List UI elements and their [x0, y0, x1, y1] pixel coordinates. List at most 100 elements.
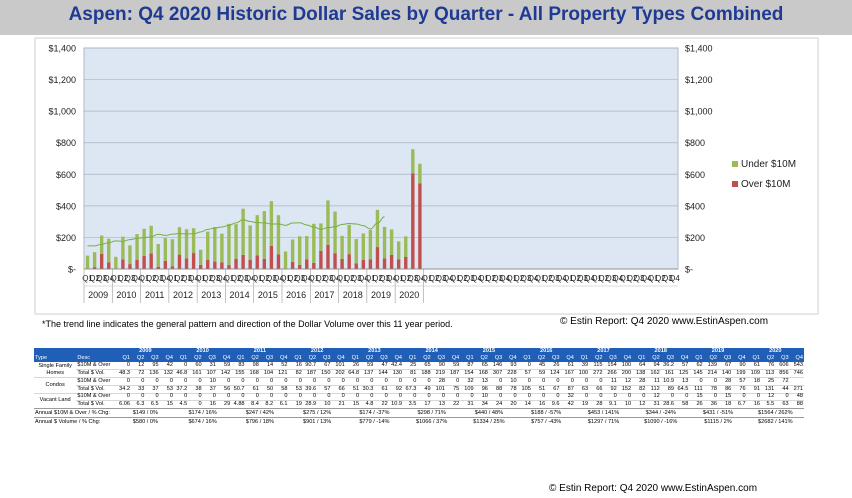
bar-under-10m: [163, 238, 168, 261]
table-value-cell: 0: [675, 393, 690, 401]
table-value-cell: 13: [431, 400, 446, 409]
x-tick-label-quarter: Q3: [436, 274, 447, 283]
bar-under-10m: [85, 255, 90, 269]
table-value-cell: 0: [746, 393, 761, 401]
table-value-cell: 29: [216, 400, 232, 409]
table-value-cell: 39: [574, 362, 590, 370]
table-value-cell: 45: [531, 362, 547, 370]
table-annual-value: $1334 / 25%: [460, 417, 518, 426]
x-tick-label-quarter: Q3: [238, 274, 249, 283]
table-value-cell: 154: [460, 369, 475, 378]
table-value-cell: 856: [775, 369, 790, 378]
table-value-cell: 16: [746, 400, 761, 409]
table-year-header: 2010: [173, 348, 232, 355]
table-value-cell: 155: [231, 369, 246, 378]
table-value-cell: 219: [431, 369, 446, 378]
table-value-cell: 13: [474, 377, 489, 386]
table-value-cell: 51: [345, 385, 361, 394]
table-value-cell: 88: [789, 400, 804, 409]
table-value-cell: 0: [589, 377, 604, 386]
table-value-cell: 28: [589, 400, 604, 409]
x-tick-label-quarter: Q1: [450, 274, 461, 283]
table-quarter-header: Q4: [445, 355, 461, 362]
x-tick-label-quarter: Q1: [506, 274, 517, 283]
table-quarter-header: Q3: [717, 355, 733, 362]
table-value-cell: 271: [789, 385, 804, 394]
table-value-cell: 67: [546, 385, 561, 394]
table-annual-label: Annual $10M & Over / % Chg:: [34, 408, 117, 418]
table-value-cell: 57: [517, 369, 532, 378]
x-tick-label-quarter: Q2: [542, 274, 553, 283]
table-value-cell: 272: [589, 369, 604, 378]
table-year-header: 2020: [746, 348, 804, 355]
table-corner: [34, 348, 77, 355]
table-value-cell: 53: [288, 385, 303, 394]
bar-under-10m: [418, 163, 422, 184]
bar-over-10m: [156, 266, 160, 269]
x-tick-label-year: 2013: [201, 290, 221, 300]
table-value-cell: 0: [188, 377, 203, 386]
table-value-cell: 25: [760, 377, 776, 386]
table-quarter-header: Q2: [703, 355, 718, 362]
bar-under-10m: [404, 236, 408, 258]
table-value-cell: 0: [202, 393, 217, 401]
legend-swatch-under: [732, 161, 738, 167]
x-tick-label-quarter: Q2: [570, 274, 581, 283]
table-value-cell: 202: [331, 369, 346, 378]
table-type-cell: Vacant Land: [34, 393, 77, 409]
x-tick-label-quarter: Q2: [485, 274, 496, 283]
credit-bottom: © Estin Report: Q4 2020 www.EstinAspen.c…: [549, 483, 758, 494]
table-value-cell: 101: [331, 362, 346, 370]
table-value-cell: 0: [546, 393, 561, 401]
bar-under-10m: [347, 224, 351, 255]
table-value-cell: 12: [632, 400, 647, 409]
bar-over-10m: [99, 254, 104, 269]
table-value-cell: 34: [474, 400, 489, 409]
x-tick-label-year: 2018: [343, 290, 363, 300]
bar-over-10m: [142, 255, 146, 269]
table-value-cell: 76: [732, 385, 747, 394]
table-value-cell: 12: [617, 377, 633, 386]
table-annual-value: $2682 / 141%: [746, 417, 804, 426]
bar-over-10m: [354, 263, 358, 269]
bar-under-10m: [135, 234, 139, 260]
x-tick-label-quarter: Q3: [464, 274, 475, 283]
table-value-cell: 96: [474, 385, 489, 394]
y-tick-label-right: $800: [685, 138, 705, 148]
table-value-cell: 144: [374, 369, 389, 378]
bar-over-10m: [149, 253, 153, 269]
table-quarter-header: Q1: [689, 355, 704, 362]
table-year-header: 2009: [116, 348, 174, 355]
y-tick-label-right: $600: [685, 170, 705, 180]
bar-under-10m: [276, 215, 281, 255]
table-value-cell: 46.8: [173, 369, 189, 378]
table-value-cell: 18: [746, 377, 761, 386]
bar-under-10m: [220, 233, 224, 263]
table-type-header: Type: [34, 355, 77, 362]
y-tick-label-right: $1,200: [685, 75, 713, 85]
table-value-cell: 61: [560, 362, 575, 370]
table-value-cell: 543: [789, 362, 804, 370]
table-annual-value: $453 / 141%: [574, 408, 633, 418]
table-annual-row: Annual $ Volume / % Chg: $580 / 0% $674 / …: [34, 417, 804, 426]
y-axes: $- $- $200 $200 $400 $400 $600 $600 $800 $800 $1,0…: [48, 44, 712, 275]
table-value-cell: 21: [331, 400, 346, 409]
x-tick-label-quarter: Q1: [365, 274, 376, 283]
table-type-cell: Condos: [34, 377, 77, 394]
legend-swatch-over: [732, 181, 738, 187]
table-value-cell: 26: [689, 400, 704, 409]
table-value-cell: 19: [288, 400, 303, 409]
x-tick-label-quarter: Q4: [301, 274, 312, 283]
table-value-cell: 42: [159, 362, 174, 370]
table-value-cell: 32: [460, 377, 475, 386]
bar-under-10m: [248, 225, 252, 260]
table-value-cell: 17: [417, 400, 432, 409]
table-value-cell: 38: [188, 385, 203, 394]
table-value-cell: 95: [145, 362, 160, 370]
table-value-cell: 139: [703, 362, 718, 370]
bar-under-10m: [375, 209, 380, 248]
trend-line: [87, 216, 385, 247]
table-quarter-header: Q1: [632, 355, 647, 362]
table-data-row: Total $ Vol. 34.2 33 37 53 37.2 38 37 56 50.7 61 50…: [34, 385, 804, 394]
table-quarter-header: Q4: [159, 355, 174, 362]
